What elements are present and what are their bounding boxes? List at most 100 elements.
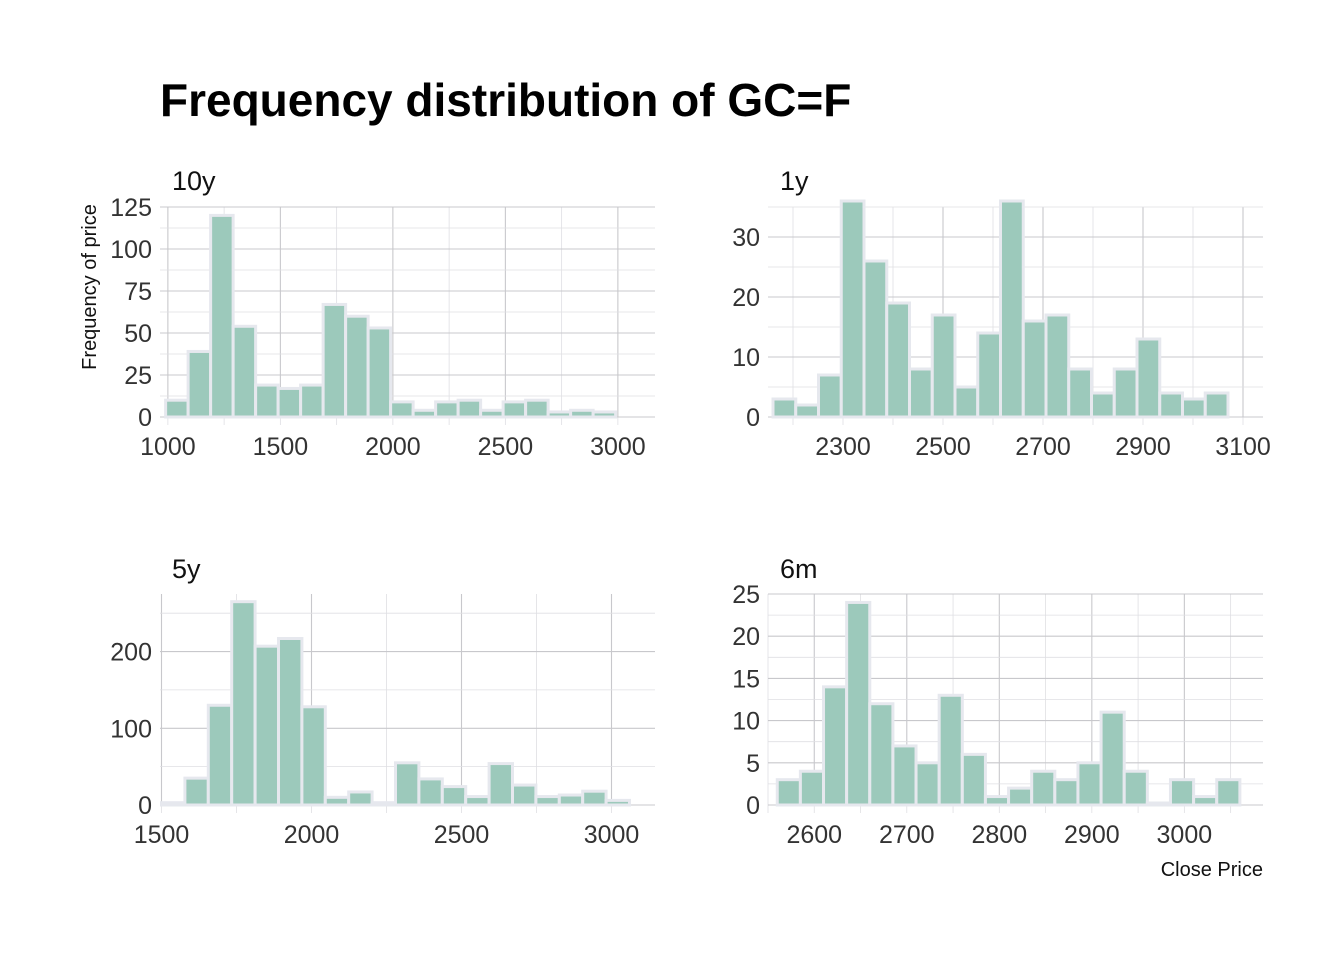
y-tick-label: 25 <box>732 581 760 609</box>
histogram-bar <box>1112 367 1139 419</box>
y-tick-label: 125 <box>110 194 152 222</box>
histogram-bar <box>1090 391 1116 419</box>
histogram-bar <box>370 801 398 807</box>
bars <box>771 199 1230 419</box>
x-tick-label: 2500 <box>434 821 490 849</box>
histogram-bar <box>845 600 872 807</box>
histogram-bar <box>230 600 257 807</box>
x-tick-label: 3100 <box>1215 433 1271 461</box>
histogram-bar <box>1044 313 1071 419</box>
bars <box>160 600 631 807</box>
histogram-bar <box>581 789 608 807</box>
y-tick-label: 15 <box>732 665 760 693</box>
panel-label-5y: 5y <box>172 554 201 584</box>
x-tick-label: 1000 <box>140 433 196 461</box>
histogram-bar <box>914 761 941 807</box>
y-tick-label: 100 <box>110 236 152 264</box>
panel-6m: 6m 2600 2700 2800 2900 3000 0 5 10 15 20 25 <box>732 554 1263 849</box>
histogram-bar <box>277 637 304 807</box>
x-tick-label: 2700 <box>879 821 935 849</box>
panel-5y: 5y 1500 2000 2500 3000 0 100 200 <box>110 554 655 849</box>
histogram-bar <box>456 398 483 419</box>
histogram-bar <box>822 685 849 807</box>
histogram-bar <box>464 795 491 807</box>
histogram-bar <box>1192 795 1219 807</box>
panel-10y: 10y 1000 1500 2000 2500 3000 0 25 50 75 100 125 <box>110 166 655 461</box>
histogram-bar <box>487 762 515 807</box>
histogram-bar <box>798 769 826 807</box>
y-tick-label: 100 <box>110 715 152 743</box>
histogram-bar <box>434 400 460 419</box>
y-tick-label: 30 <box>732 224 760 252</box>
x-tick-label: 2500 <box>478 433 534 461</box>
y-tick-label: 0 <box>746 792 760 820</box>
panel-label-10y: 10y <box>172 166 216 196</box>
x-tick-label: 2000 <box>284 821 340 849</box>
histogram-bar <box>1007 786 1034 807</box>
histogram-bar <box>534 795 561 807</box>
x-tick-label: 2600 <box>786 821 842 849</box>
histogram-bar <box>775 778 802 807</box>
histogram-bar <box>1203 391 1230 419</box>
y-tick-label: 5 <box>746 750 760 778</box>
histogram-bar <box>839 199 866 419</box>
x-tick-label: 2000 <box>365 433 421 461</box>
x-tick-label: 1500 <box>134 821 190 849</box>
histogram-bar <box>206 703 234 807</box>
histogram-bar <box>231 324 258 419</box>
histogram-bar <box>546 410 573 419</box>
histogram-bar <box>983 795 1011 807</box>
histogram-bar <box>817 373 843 419</box>
histogram-bar <box>440 785 468 807</box>
histogram-bar <box>1145 801 1172 807</box>
x-tick-label: 2800 <box>971 821 1027 849</box>
histogram-bar <box>1067 367 1093 419</box>
histogram-bar <box>253 644 281 807</box>
histogram-bar <box>557 793 585 807</box>
histogram-bar <box>868 702 895 807</box>
histogram-bar <box>389 400 415 419</box>
histogram-bar <box>771 397 798 419</box>
histogram-bar <box>1135 337 1162 419</box>
histogram-bar <box>511 783 538 807</box>
histogram-bar <box>891 744 918 807</box>
histogram-bar <box>160 801 187 807</box>
histogram-bar <box>999 199 1025 419</box>
histogram-bar <box>1158 391 1184 419</box>
x-tick-label: 3000 <box>590 433 646 461</box>
y-tick-label: 20 <box>732 623 760 651</box>
histogram-bar <box>524 398 550 419</box>
histogram-bar <box>1021 319 1048 419</box>
histogram-bar <box>885 301 911 419</box>
x-axis-label: Close Price <box>1161 859 1263 881</box>
y-tick-label: 0 <box>138 792 152 820</box>
x-tick-label: 3000 <box>1157 821 1213 849</box>
panel-label-1y: 1y <box>780 166 809 196</box>
histogram-bar <box>1181 397 1207 419</box>
histogram-bar <box>960 752 987 807</box>
histogram-bar <box>569 408 595 419</box>
histogram-bar <box>479 408 505 419</box>
bars <box>164 213 618 419</box>
histogram-bar <box>411 408 438 419</box>
x-tick-label: 2500 <box>915 433 971 461</box>
x-tick-label: 2300 <box>815 433 871 461</box>
x-tick-label: 1500 <box>253 433 309 461</box>
histogram-bar <box>183 776 210 807</box>
histogram-bar <box>794 403 820 419</box>
histogram-bar <box>347 790 374 807</box>
histogram-bar <box>937 693 964 807</box>
histogram-bar <box>186 349 213 419</box>
histogram-bar <box>591 410 618 419</box>
histogram-bar <box>1030 769 1057 807</box>
histogram-bar <box>1122 769 1149 807</box>
histogram-bar <box>1168 778 1196 807</box>
x-tick-label: 3000 <box>584 821 640 849</box>
panel-1y: 1y 2300 2500 2700 2900 3100 0 10 20 30 <box>732 166 1271 461</box>
y-tick-label: 20 <box>732 284 760 312</box>
histogram-bar <box>323 795 351 807</box>
x-tick-label: 2700 <box>1015 433 1071 461</box>
histogram-bar <box>1053 778 1080 807</box>
histogram-bar <box>501 400 528 419</box>
